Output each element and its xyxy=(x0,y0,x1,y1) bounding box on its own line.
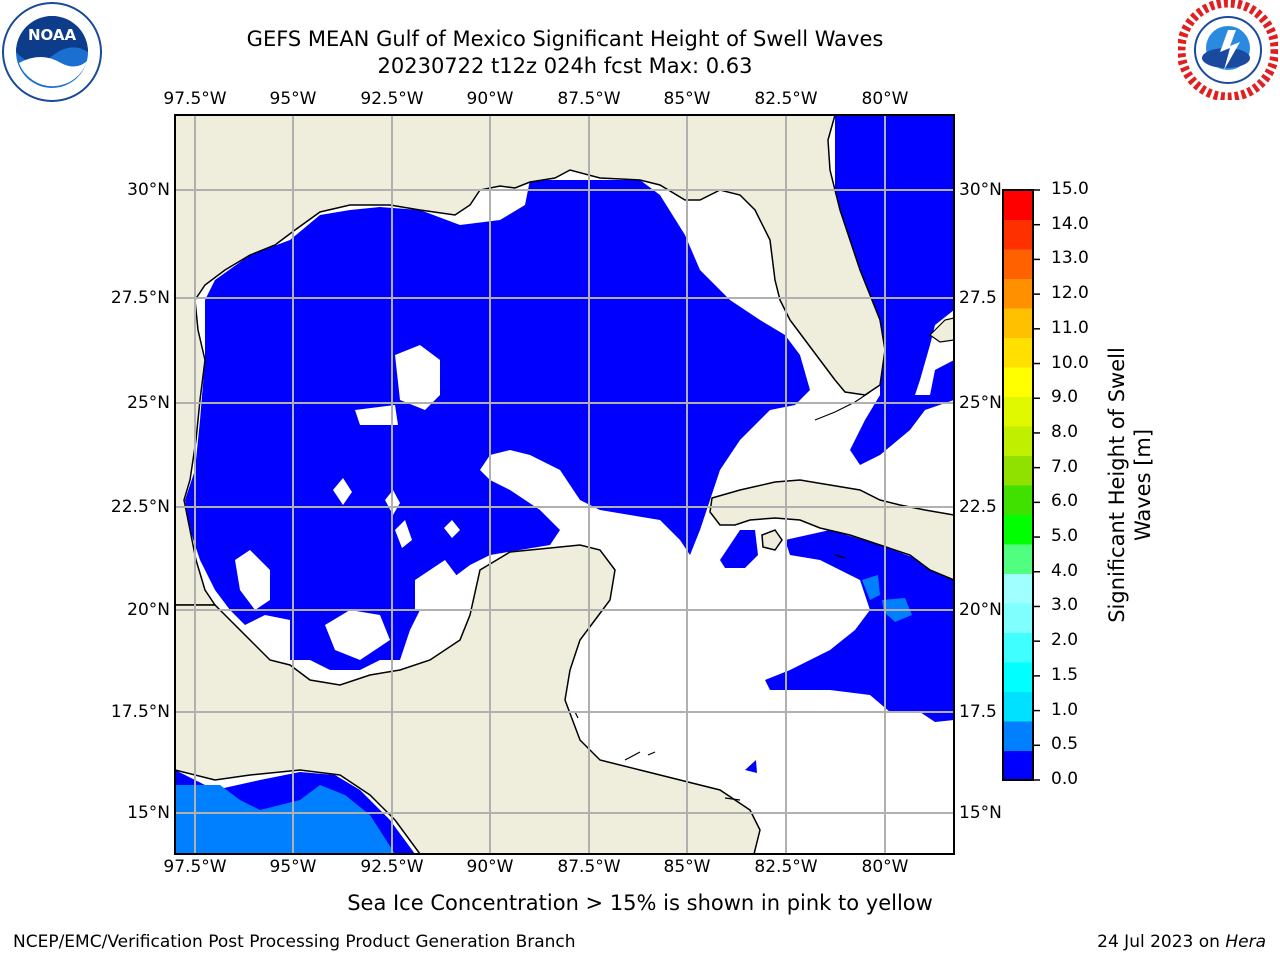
colorbar-cell xyxy=(1003,397,1033,427)
lon-label-bottom: 85°W xyxy=(647,857,727,877)
colorbar-tick-label: 6.0 xyxy=(1051,491,1078,511)
lon-label-bottom: 90°W xyxy=(450,857,530,877)
colorbar-cell xyxy=(1003,426,1033,456)
colorbar-cell xyxy=(1003,338,1033,368)
colorbar-title: Significant Height of Swell Waves [m] xyxy=(1100,190,1160,780)
colorbar-cell xyxy=(1003,662,1033,692)
colorbar-cell xyxy=(1003,190,1033,220)
lat-label-left: 22.5°N xyxy=(80,497,170,517)
colorbar-tick-label: 5.0 xyxy=(1051,526,1078,546)
lon-label-top: 87.5°W xyxy=(549,89,629,109)
colorbar-tick-label: 3.0 xyxy=(1051,595,1078,615)
lon-label-top: 95°W xyxy=(253,89,333,109)
colorbar-cell xyxy=(1003,544,1033,574)
lat-label-left: 15°N xyxy=(80,803,170,823)
colorbar-cell xyxy=(1003,751,1033,781)
lon-label-top: 92.5°W xyxy=(352,89,432,109)
colorbar-cell xyxy=(1003,220,1033,250)
colorbar-tick-label: 14.0 xyxy=(1051,214,1089,234)
colorbar-cell xyxy=(1003,279,1033,309)
colorbar-tick-label: 1.5 xyxy=(1051,665,1078,685)
footer-host: Hera xyxy=(1225,932,1266,952)
lat-label-left: 17.5°N xyxy=(80,702,170,722)
lon-label-bottom: 82.5°W xyxy=(746,857,826,877)
colorbar-tick-label: 9.0 xyxy=(1051,387,1078,407)
lon-label-top: 97.5°W xyxy=(155,89,235,109)
colorbar xyxy=(1000,187,1048,783)
colorbar-tick-label: 8.0 xyxy=(1051,422,1078,442)
colorbar-tick-label: 15.0 xyxy=(1051,179,1089,199)
footer-date-text: 24 Jul 2023 on xyxy=(1097,932,1225,952)
lon-label-top: 90°W xyxy=(450,89,530,109)
lat-label-left: 20°N xyxy=(80,600,170,620)
colorbar-cell xyxy=(1003,485,1033,515)
colorbar-cell xyxy=(1003,515,1033,545)
lat-label-left: 30°N xyxy=(80,180,170,200)
lon-label-bottom: 80°W xyxy=(845,857,925,877)
lon-label-bottom: 92.5°W xyxy=(352,857,432,877)
colorbar-tick-label: 10.0 xyxy=(1051,353,1089,373)
colorbar-tick-label: 0.0 xyxy=(1051,769,1078,789)
colorbar-tick-label: 0.5 xyxy=(1051,734,1078,754)
lat-label-right: 27.5 xyxy=(959,288,997,308)
lon-label-bottom: 87.5°W xyxy=(549,857,629,877)
colorbar-cell xyxy=(1003,456,1033,486)
colorbar-tick-label: 2.0 xyxy=(1051,630,1078,650)
lat-label-right: 30°N xyxy=(959,180,1002,200)
sea-ice-note: Sea Ice Concentration > 15% is shown in … xyxy=(0,891,1280,915)
lat-label-right: 25°N xyxy=(959,393,1002,413)
colorbar-title-line1: Significant Height of Swell xyxy=(1104,347,1130,623)
lat-label-right: 15°N xyxy=(959,803,1002,823)
footer-date: 24 Jul 2023 on Hera xyxy=(1097,932,1266,952)
colorbar-cell xyxy=(1003,721,1033,751)
colorbar-cell xyxy=(1003,574,1033,604)
colorbar-cell xyxy=(1003,249,1033,279)
lon-label-bottom: 95°W xyxy=(253,857,333,877)
colorbar-tick-label: 7.0 xyxy=(1051,457,1078,477)
footer-credit: NCEP/EMC/Verification Post Processing Pr… xyxy=(13,932,576,952)
colorbar-cell xyxy=(1003,692,1033,722)
colorbar-tick-label: 1.0 xyxy=(1051,700,1078,720)
lon-label-top: 85°W xyxy=(647,89,727,109)
lat-label-left: 25°N xyxy=(80,393,170,413)
colorbar-title-line2: Waves [m] xyxy=(1130,347,1156,623)
colorbar-tick-label: 11.0 xyxy=(1051,318,1089,338)
lat-label-right: 20°N xyxy=(959,600,1002,620)
colorbar-cell xyxy=(1003,367,1033,397)
colorbar-tick-label: 13.0 xyxy=(1051,248,1089,268)
lon-label-top: 82.5°W xyxy=(746,89,826,109)
colorbar-tick-label: 12.0 xyxy=(1051,283,1089,303)
lat-label-right: 17.5 xyxy=(959,702,997,722)
colorbar-cell xyxy=(1003,603,1033,633)
colorbar-cell xyxy=(1003,308,1033,338)
colorbar-cell xyxy=(1003,633,1033,663)
lon-label-top: 80°W xyxy=(845,89,925,109)
colorbar-tick-label: 4.0 xyxy=(1051,561,1078,581)
lat-label-right: 22.5 xyxy=(959,497,997,517)
lat-label-left: 27.5°N xyxy=(80,288,170,308)
lon-label-bottom: 97.5°W xyxy=(155,857,235,877)
